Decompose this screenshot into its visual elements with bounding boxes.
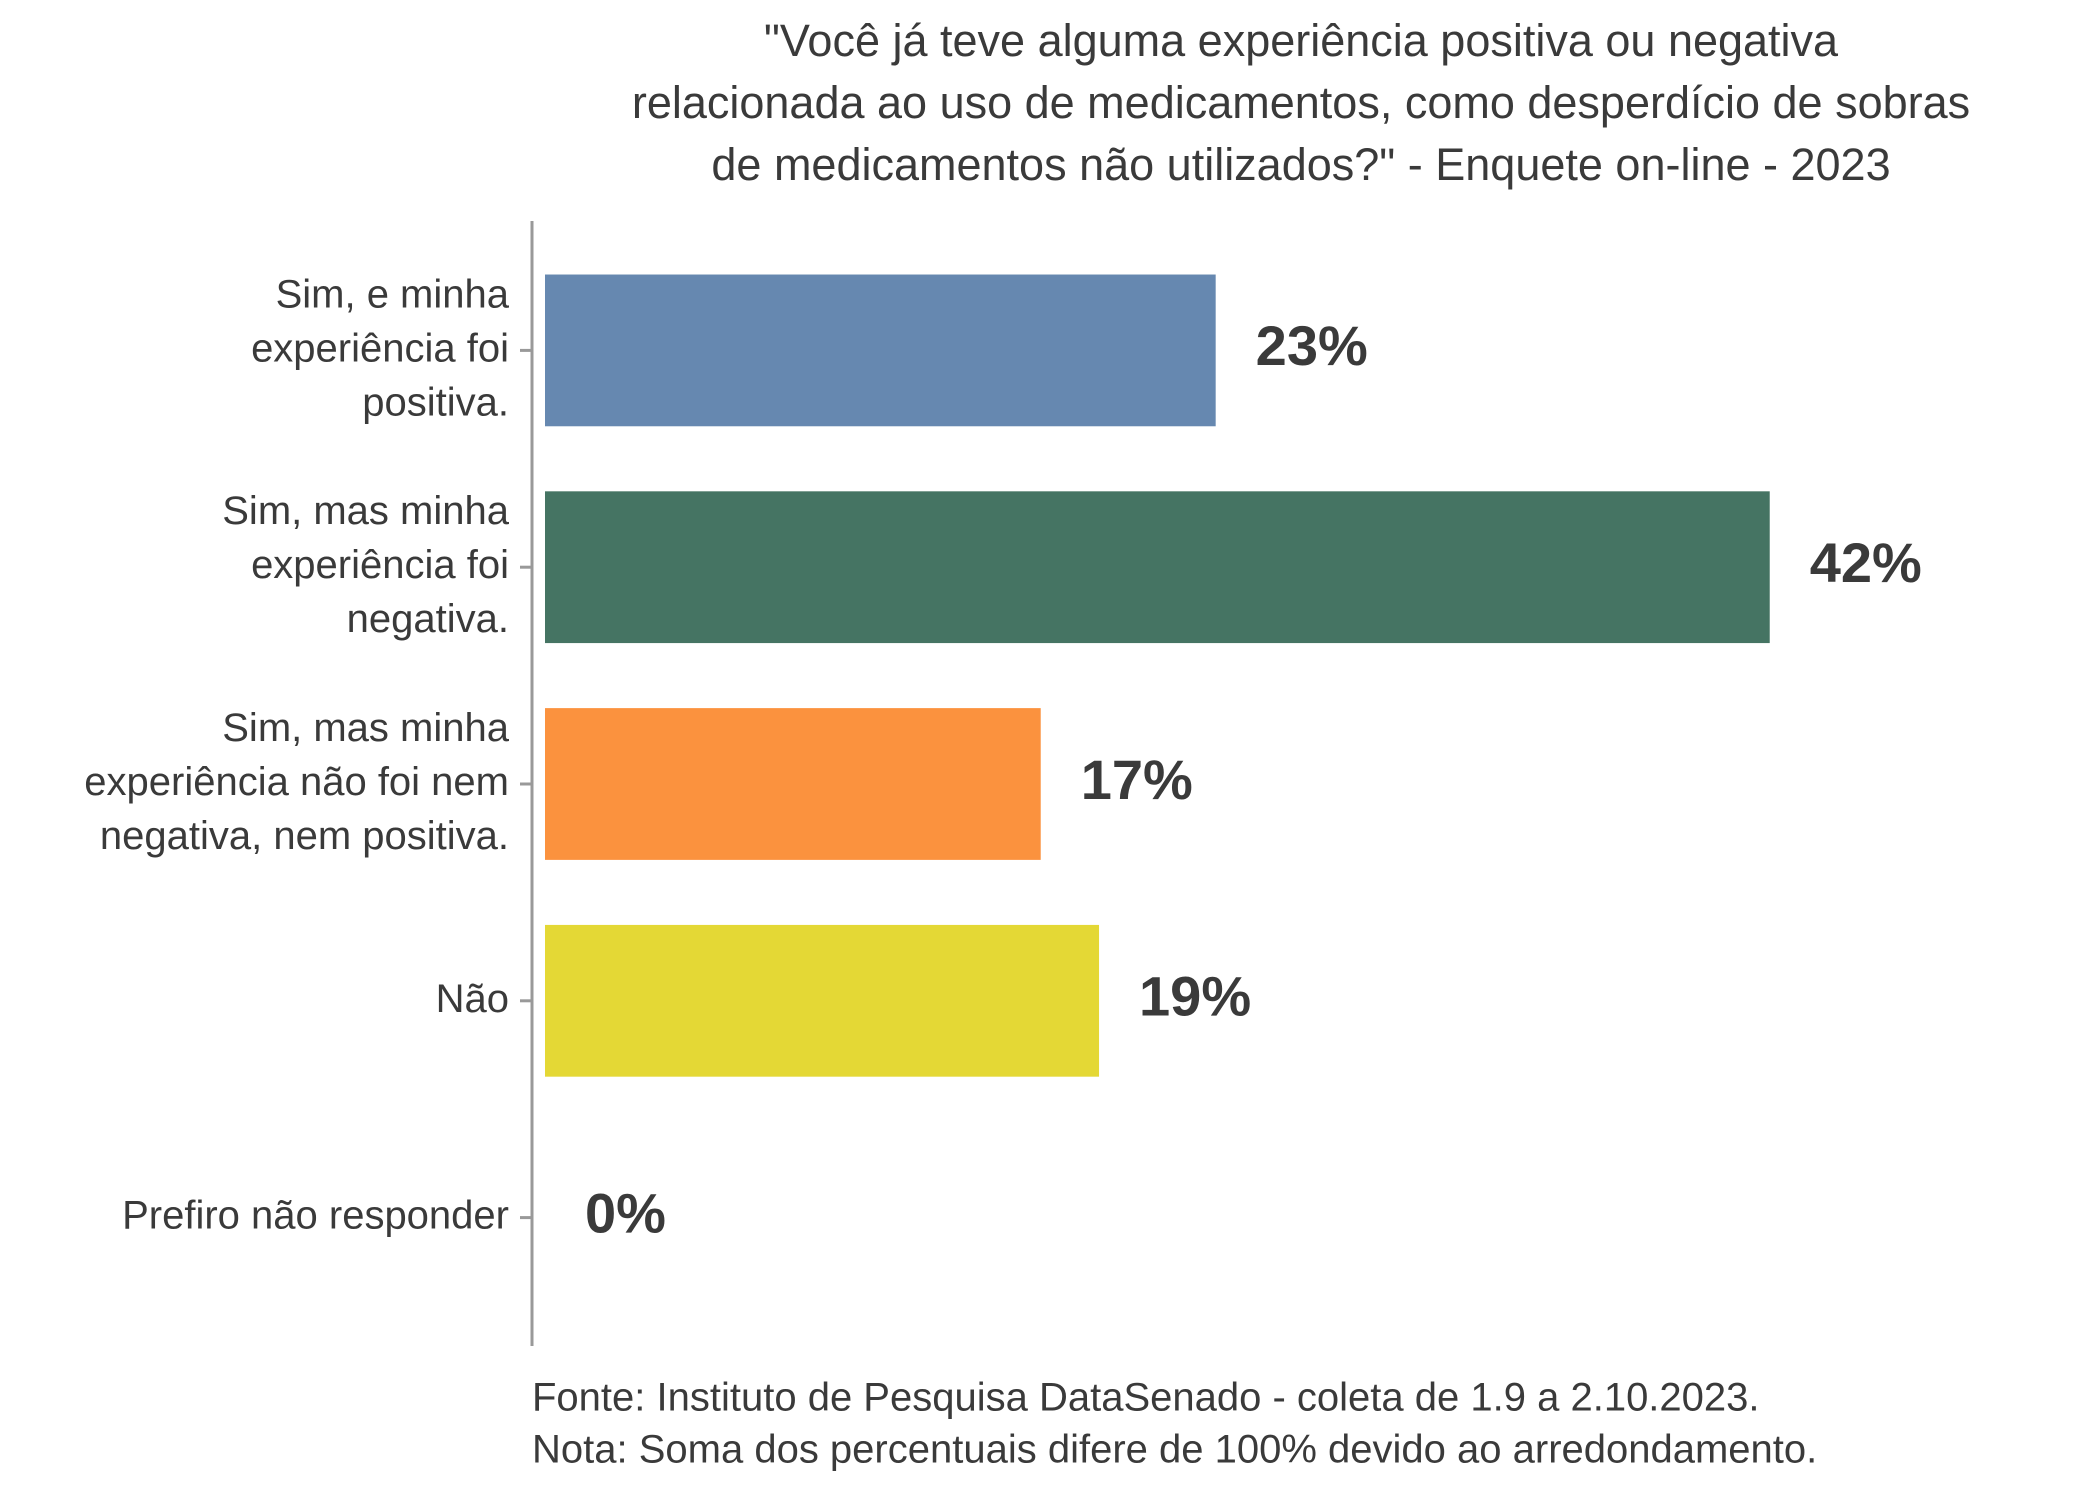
value-label: 17% (1081, 748, 1193, 811)
y-tick-label: Não (436, 976, 509, 1020)
y-tick-label: Sim, e minha experiência foi positiva. (251, 272, 510, 424)
y-tick-label: Sim, mas minha experiência não foi nem neg… (84, 706, 509, 858)
value-label: 42% (1810, 531, 1922, 594)
value-label: 0% (585, 1181, 666, 1244)
y-tick-label: Sim, mas minha experiência foi negativa. (222, 489, 509, 641)
value-label: 19% (1139, 965, 1251, 1028)
bar (545, 274, 1216, 427)
source-note: Fonte: Instituto de Pesquisa DataSenado … (532, 1376, 1760, 1420)
value-label: 23% (1256, 314, 1368, 377)
bar (545, 491, 1770, 644)
footnote: Nota: Soma dos percentuais difere de 100… (532, 1428, 1817, 1472)
bar (545, 924, 1100, 1077)
y-tick-label: Prefiro não responder (122, 1193, 509, 1237)
chart-title: "Você já teve alguma experiência positiv… (632, 15, 1970, 190)
bar (545, 708, 1041, 860)
